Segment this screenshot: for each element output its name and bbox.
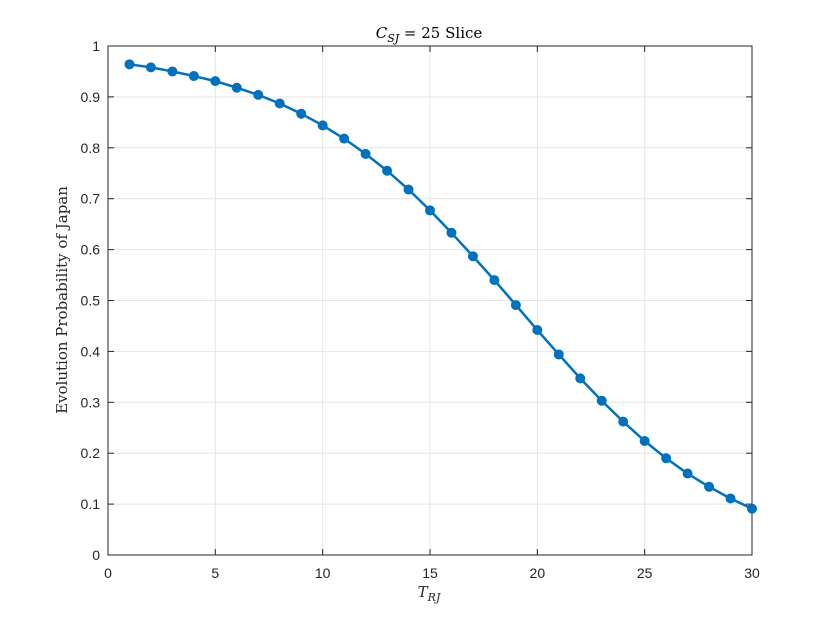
data-point [296,108,307,119]
data-point [596,395,607,406]
chart-title-subscript: SJ [387,32,400,45]
x-axis-title-main: T [418,583,429,601]
data-point [403,184,414,195]
data-point [747,503,757,514]
data-point [467,251,478,262]
data-point [553,349,564,360]
series-probability [124,59,757,514]
data-point [317,120,328,131]
data-point [489,275,500,286]
x-axis-title-subscript: RJ [427,591,441,604]
data-point [725,493,736,504]
x-tick-label: 25 [637,565,653,581]
x-tick-label: 30 [744,565,760,581]
data-point [704,481,715,492]
x-tick-label: 0 [104,565,112,581]
y-axis-title: Evolution Probability of Japan [53,186,71,414]
data-point [339,133,350,144]
data-point [188,71,199,82]
data-point [124,59,135,70]
data-point [639,435,650,446]
x-axis-title: TRJ [418,583,441,604]
plot-area [107,45,757,556]
y-tick-label: 0.6 [81,242,101,258]
chart-title-main: C [376,24,388,42]
data-point [446,227,457,238]
y-tick-label: 0.2 [81,445,101,461]
data-point [510,300,521,311]
data-point [145,62,156,73]
data-point [425,205,435,216]
chart-title-rest: = 25 Slice [399,24,482,42]
data-point [274,98,285,109]
x-tick-label: 15 [422,565,438,581]
data-point [575,373,586,384]
data-point [231,82,242,93]
y-tick-label: 0.7 [81,191,101,207]
x-tick-label: 10 [315,565,331,581]
data-point [167,66,178,77]
axes-box [107,45,753,556]
data-point [618,416,629,427]
y-tick-label: 0 [92,547,100,563]
data-point [253,89,264,100]
data-point [360,148,371,159]
y-tick-label: 0.3 [81,394,101,410]
tick-labels: 0 5 10 15 20 25 30 0 0.1 0.2 0.3 0.4 0.5 0.6 0.7 0.8 0.9… [81,38,760,581]
y-tick-label: 0.9 [81,89,101,105]
y-tick-label: 0.1 [81,496,101,512]
data-point [532,325,543,336]
data-point [682,468,693,479]
data-point [661,453,672,464]
data-point [382,165,393,176]
y-tick-label: 1 [92,38,100,54]
x-tick-label: 5 [211,565,219,581]
y-tick-label: 0.4 [81,343,101,359]
x-tick-label: 20 [530,565,546,581]
chart-title: CSJ = 25 Slice [376,24,483,45]
data-point [210,76,221,87]
y-tick-label: 0.5 [81,293,101,309]
y-tick-label: 0.8 [81,140,101,156]
